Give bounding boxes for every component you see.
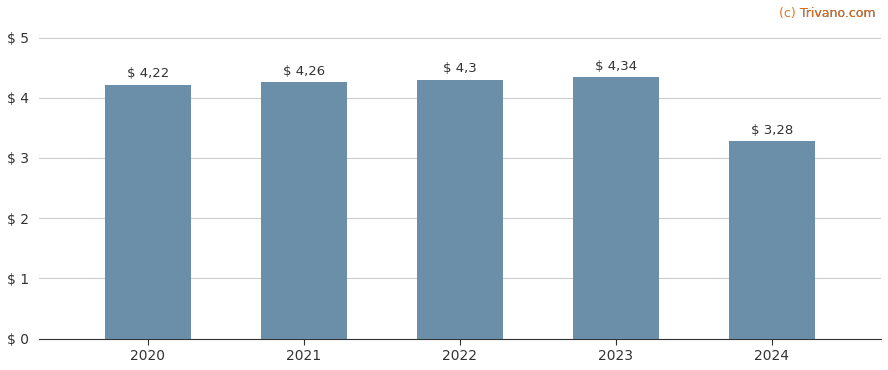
- Bar: [573, 77, 659, 339]
- Text: (c) Trivano.com: (c) Trivano.com: [779, 7, 876, 20]
- Text: $ 3,28: $ 3,28: [750, 124, 793, 137]
- Text: $ 4,26: $ 4,26: [283, 65, 325, 78]
- Bar: [417, 80, 503, 339]
- Text: $ 4,3: $ 4,3: [443, 63, 477, 75]
- Text: Trivano.com: Trivano.com: [796, 7, 876, 20]
- Text: $ 4,34: $ 4,34: [595, 60, 637, 73]
- Bar: [105, 84, 191, 339]
- Text: $ 4,22: $ 4,22: [127, 67, 169, 80]
- Bar: [729, 141, 815, 339]
- Bar: [261, 82, 347, 339]
